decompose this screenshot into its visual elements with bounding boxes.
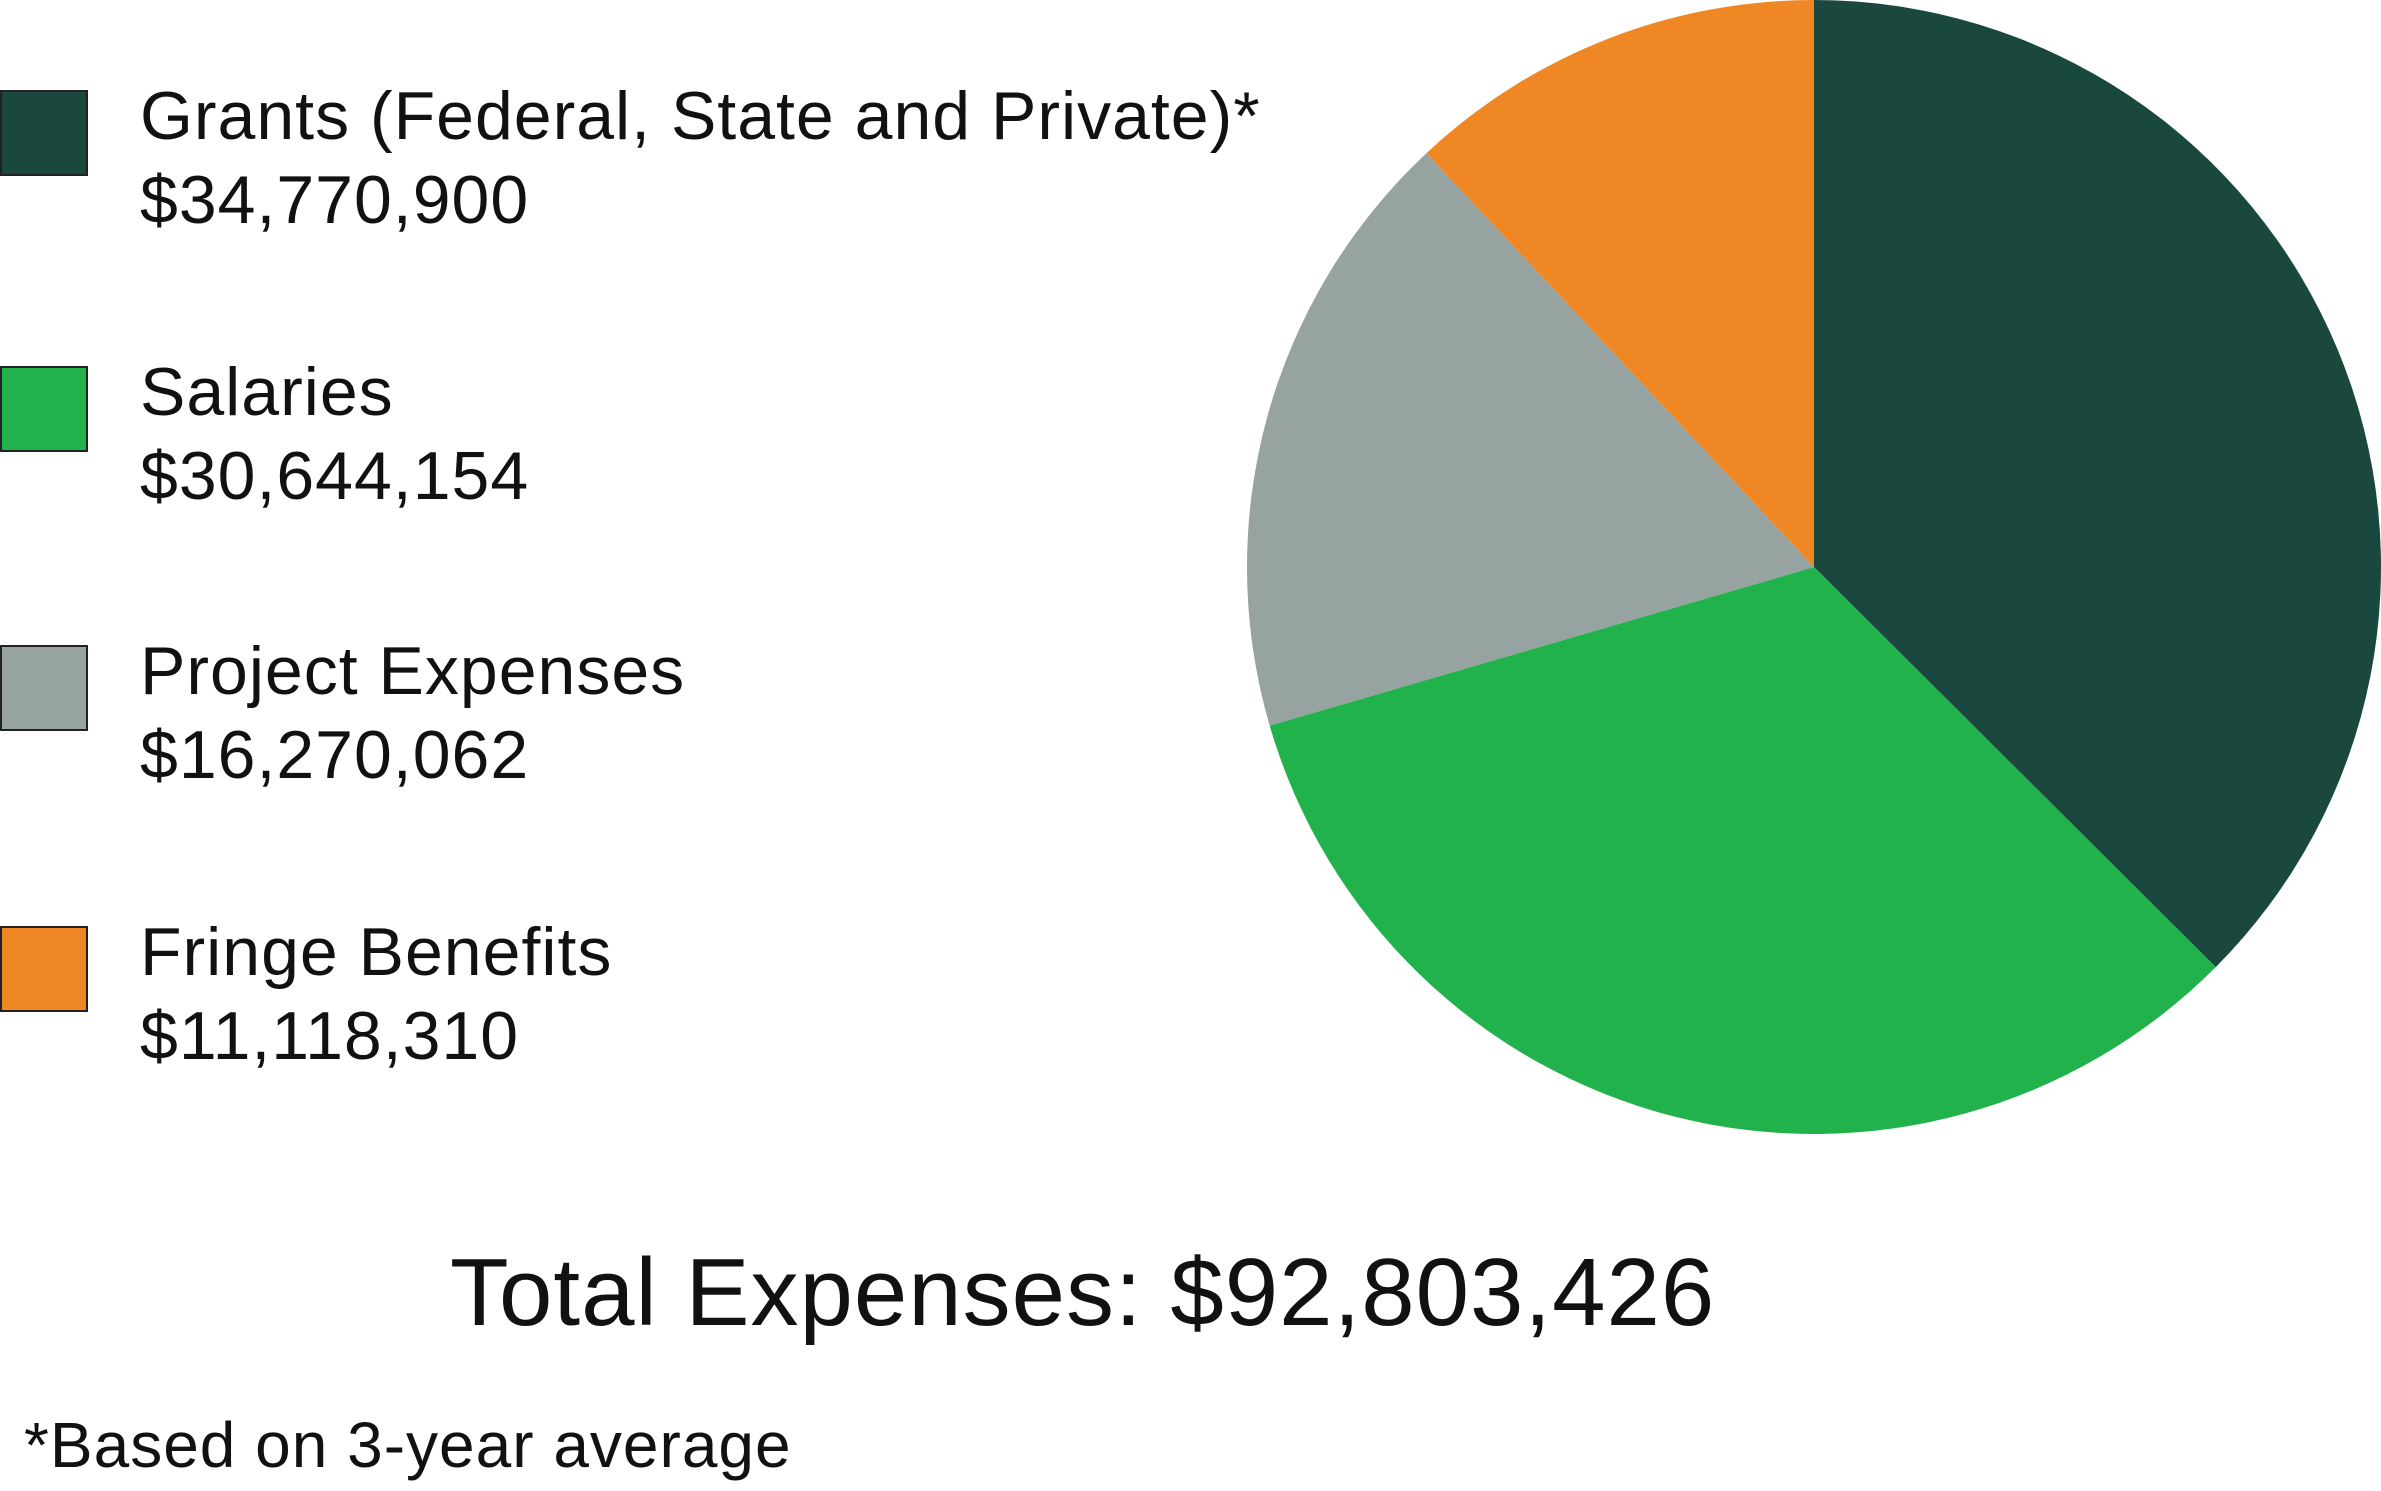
pie-slice-salaries	[1269, 567, 2216, 1134]
legend-swatch-grants	[0, 90, 88, 176]
legend-swatch-salaries	[0, 366, 88, 452]
legend-value: $30,644,154	[140, 438, 530, 514]
pie-slice-grants-federal-state-and-private	[1814, 0, 2381, 968]
legend-label: Salaries	[140, 354, 394, 430]
legend-label: Grants (Federal, State and Private)*	[140, 78, 1261, 154]
legend-value: $11,118,310	[140, 998, 520, 1074]
legend-value: $34,770,900	[140, 162, 530, 238]
total-expenses: Total Expenses: $92,803,426	[450, 1239, 1716, 1346]
legend-swatch-project-expenses	[0, 645, 88, 731]
legend-value: $16,270,062	[140, 717, 530, 793]
legend-label: Fringe Benefits	[140, 914, 613, 990]
pie-slice-fringe-benefits	[1426, 0, 1814, 567]
legend-swatch-fringe-benefits	[0, 926, 88, 1012]
pie-slice-project-expenses	[1247, 153, 1814, 726]
footnote: *Based on 3-year average	[24, 1409, 792, 1481]
legend-label: Project Expenses	[140, 633, 686, 709]
